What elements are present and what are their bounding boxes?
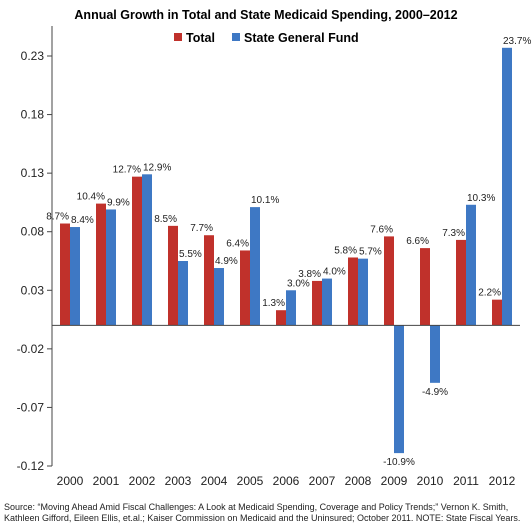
bar-state-general-fund-2011 (466, 204, 476, 326)
bar-total-2005 (240, 250, 250, 326)
x-tick-label: 2003 (165, 474, 192, 488)
bars: 8.7% 8.4% 10.4%9.9% 12.7% 12.9% 8.5% 5.5% 7.7% 4… (46, 36, 531, 468)
data-label: 4.0% (323, 267, 346, 278)
data-label: 2.2% (478, 288, 501, 299)
x-tick-label: 2001 (93, 474, 120, 488)
bar-state-general-fund-2003 (178, 261, 188, 326)
x-tick-label: 2008 (345, 474, 372, 488)
data-label: 8.5% (154, 214, 177, 225)
x-tick-label: 2005 (237, 474, 264, 488)
bar-total-2000 (60, 223, 70, 326)
x-tick-label: 2012 (489, 474, 516, 488)
x-tick-label: 2009 (381, 474, 408, 488)
plot-area: 0.23 0.18 0.13 0.08 0.03 -0.02 -0.07 -0.12 8.7%… (17, 26, 531, 488)
bar-total-2008 (348, 257, 358, 326)
data-label: 4.9% (215, 256, 238, 267)
data-label: 12.9% (143, 162, 171, 173)
bar-total-2011 (456, 239, 466, 326)
x-axis: 2000 2001 2002 2003 2004 2005 2006 2007 2008 2009… (57, 474, 516, 488)
bar-total-2007 (312, 280, 322, 326)
y-tick-label: -0.02 (17, 342, 45, 356)
data-label: 6.4% (226, 238, 249, 249)
bar-total-2003 (168, 225, 178, 326)
data-label: 23.7% (503, 36, 531, 47)
data-label: 10.1% (251, 195, 279, 206)
y-tick-label: -0.12 (17, 459, 45, 473)
x-tick-label: 2000 (57, 474, 84, 488)
bar-total-2006 (276, 310, 286, 326)
bar-state-general-fund-2008 (358, 258, 368, 326)
data-label: 5.5% (179, 249, 202, 260)
bar-state-general-fund-2009 (394, 325, 404, 454)
data-label: 8.4% (71, 215, 94, 226)
data-label: 12.7% (113, 165, 141, 176)
data-label: 5.8% (334, 245, 357, 256)
chart-title: Annual Growth in Total and State Medicai… (74, 8, 457, 22)
x-tick-label: 2004 (201, 474, 228, 488)
legend-label-state-general-fund: State General Fund (244, 31, 359, 45)
legend: Total State General Fund (174, 31, 359, 45)
data-label: 3.0% (287, 278, 310, 289)
data-label: 3.8% (298, 269, 321, 280)
legend-swatch-state-general-fund (232, 33, 240, 41)
bar-chart: Annual Growth in Total and State Medicai… (17, 8, 532, 488)
source-note: Source: “Moving Ahead Amid Fiscal Challe… (4, 502, 521, 523)
bar-total-2012 (492, 299, 502, 326)
data-label: 10.3% (467, 193, 495, 204)
x-tick-label: 2010 (417, 474, 444, 488)
bar-total-2010 (420, 248, 430, 326)
data-label: 8.7% (46, 212, 69, 223)
bar-state-general-fund-2006 (286, 290, 296, 326)
bar-state-general-fund-2012 (502, 47, 512, 326)
bar-state-general-fund-2005 (250, 207, 260, 326)
data-label: 7.6% (370, 224, 393, 235)
bar-state-general-fund-2007 (322, 278, 332, 326)
bar-total-2004 (204, 235, 214, 326)
data-label: 6.6% (406, 236, 429, 247)
y-tick-label: 0.13 (21, 166, 45, 180)
data-label: -10.9% (383, 457, 415, 468)
bar-total-2001 (96, 203, 106, 326)
data-label: -4.9% (422, 387, 448, 398)
data-label: 1.3% (262, 298, 285, 309)
legend-label-total: Total (186, 31, 215, 45)
x-tick-label: 2007 (309, 474, 336, 488)
data-label: 9.9% (107, 197, 130, 208)
data-label: 5.7% (359, 247, 382, 258)
y-tick-label: 0.08 (21, 225, 45, 239)
bar-state-general-fund-2004 (214, 268, 224, 326)
bar-state-general-fund-2010 (430, 325, 440, 383)
y-tick-label: 0.18 (21, 108, 45, 122)
y-tick-label: 0.23 (21, 49, 45, 63)
data-label: 10.4% (77, 192, 105, 203)
x-tick-label: 2002 (129, 474, 156, 488)
x-tick-label: 2006 (273, 474, 300, 488)
y-tick-label: 0.03 (21, 283, 45, 297)
bar-state-general-fund-2001 (106, 209, 116, 326)
data-label: 7.7% (190, 223, 213, 234)
y-axis: 0.23 0.18 0.13 0.08 0.03 -0.02 -0.07 -0.12 (17, 49, 52, 473)
bar-state-general-fund-2002 (142, 174, 152, 326)
x-tick-label: 2011 (453, 474, 479, 488)
bar-total-2002 (132, 176, 142, 326)
data-label: 7.3% (442, 228, 465, 239)
bar-state-general-fund-2000 (70, 227, 80, 326)
y-tick-label: -0.07 (17, 400, 45, 414)
legend-swatch-total (174, 33, 182, 41)
bar-total-2009 (384, 236, 394, 326)
